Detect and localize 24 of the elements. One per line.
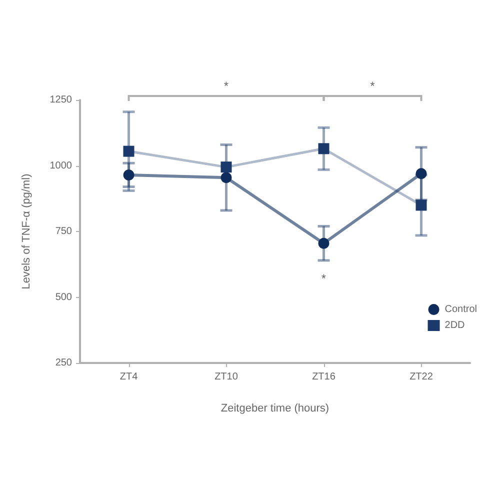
point	[318, 238, 330, 249]
point	[123, 146, 134, 157]
point	[123, 169, 134, 180]
y-tick-label: 1250	[50, 94, 72, 106]
x-tick-label: ZT22	[410, 372, 434, 382]
x-tick-label: ZT10	[214, 372, 238, 382]
y-tick-label: 500	[55, 292, 72, 303]
point	[318, 143, 330, 154]
point	[220, 162, 232, 173]
y-tick-label: 1000	[50, 160, 72, 172]
text: *	[370, 79, 376, 93]
point	[220, 172, 232, 184]
x-axis-title: Zeitgeber time (hours)	[220, 402, 330, 414]
point	[416, 168, 427, 180]
x-tick-label: ZT4	[120, 372, 138, 382]
text: *	[224, 79, 229, 93]
x-tick-label: ZT16	[312, 372, 336, 382]
point	[416, 200, 427, 211]
y-tick-label: 250	[55, 358, 72, 368]
annotation: *	[321, 271, 326, 286]
legend-label: Control	[444, 304, 478, 315]
legend-label: 2DD	[444, 320, 465, 331]
y-tick-label: 750	[55, 226, 72, 237]
y-axis-title: Levels of TNF-α (pg/ml)	[20, 174, 32, 290]
